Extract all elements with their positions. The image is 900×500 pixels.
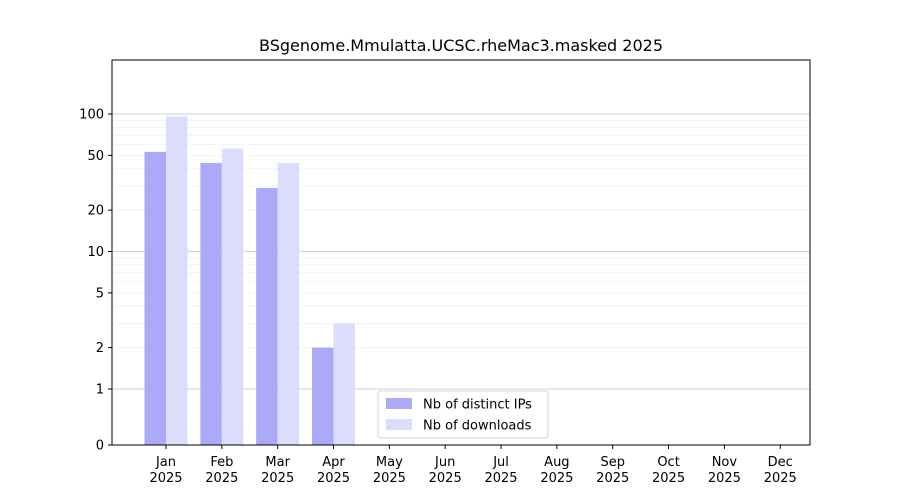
x-tick-label-line: Dec	[768, 455, 793, 470]
x-tick-label-line: Sep	[600, 455, 625, 470]
x-tick-label: Dec 2025	[764, 455, 797, 486]
x-tick-label: Feb 2025	[205, 455, 238, 486]
plot-frame	[111, 59, 811, 446]
x-tick-label: Aug 2025	[540, 455, 573, 486]
x-tick-label-line: 2025	[149, 471, 182, 486]
y-tick-label: 1	[96, 383, 104, 398]
bar-downloads	[333, 323, 356, 445]
bar-distinct-ips	[144, 151, 166, 446]
x-tick-label-line: Oct	[657, 455, 679, 470]
x-tick-label: Jan 2025	[149, 455, 182, 486]
y-tick-label: 50	[87, 149, 104, 164]
legend-label: Nb of distinct IPs	[423, 398, 532, 413]
y-tick-label: 2	[96, 341, 104, 356]
x-tick-label: Nov 2025	[708, 455, 741, 486]
x-tick-label-line: May	[376, 455, 403, 470]
legend-swatch	[386, 419, 412, 430]
x-tick-label-line: 2025	[205, 471, 238, 486]
x-tick-label-line: 2025	[596, 471, 629, 486]
x-tick-label-line: 2025	[540, 471, 573, 486]
bars-layer	[144, 116, 356, 446]
legend: Nb of distinct IPs Nb of downloads	[377, 390, 549, 439]
x-tick-label-line: Jan	[155, 455, 176, 470]
bar-downloads	[166, 116, 188, 445]
bar-distinct-ips	[256, 187, 278, 445]
x-tick-label-line: 2025	[373, 471, 406, 486]
bar-downloads	[221, 148, 244, 445]
x-tick-label: Jul 2025	[484, 455, 517, 486]
y-tick-label: 100	[79, 108, 104, 123]
x-tick-label-line: 2025	[652, 471, 685, 486]
x-tick-label-line: Jun	[434, 455, 455, 470]
x-tick-label-line: 2025	[317, 471, 350, 486]
x-tick-label-line: 2025	[764, 471, 797, 486]
x-tick-label: Oct 2025	[652, 455, 685, 486]
bar-downloads	[277, 163, 300, 445]
y-tick-label: 10	[87, 245, 104, 260]
x-tick-label-line: 2025	[708, 471, 741, 486]
x-tick-label-line: Nov	[712, 455, 738, 470]
bar-distinct-ips	[200, 163, 222, 445]
x-tick-label-line: Mar	[265, 455, 290, 470]
x-tick-label: Sep 2025	[596, 455, 629, 486]
legend-swatch	[386, 398, 412, 409]
x-tick-label-line: Feb	[210, 455, 233, 470]
legend-frame	[377, 390, 549, 439]
y-tick-label: 20	[87, 204, 104, 219]
x-tick-label-line: Jul	[492, 455, 509, 470]
x-tick-label-line: 2025	[484, 471, 517, 486]
x-tick-label-line: Apr	[322, 455, 345, 470]
x-tick-label-line: 2025	[429, 471, 462, 486]
x-tick-label: May 2025	[373, 455, 406, 486]
chart-title: BSgenome.Mmulatta.UCSC.rheMac3.masked 20…	[259, 36, 663, 55]
x-tick-label-line: Aug	[544, 455, 569, 470]
x-tick-label: Jun 2025	[429, 455, 462, 486]
bar-distinct-ips	[312, 347, 334, 445]
x-tick-label-line: 2025	[261, 471, 294, 486]
y-tick-label: 5	[96, 286, 104, 301]
x-tick-label: Apr 2025	[317, 455, 350, 486]
legend-label: Nb of downloads	[423, 419, 532, 434]
y-tick-label: 0	[96, 439, 104, 454]
x-tick-label: Mar 2025	[261, 455, 294, 486]
